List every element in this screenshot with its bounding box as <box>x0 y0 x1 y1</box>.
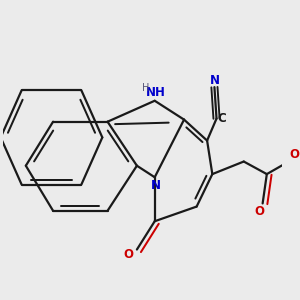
Text: H: H <box>142 83 149 94</box>
Text: O: O <box>289 148 299 161</box>
Text: O: O <box>254 205 264 218</box>
Text: NH: NH <box>146 86 166 99</box>
Text: N: N <box>151 179 161 192</box>
Text: N: N <box>209 74 219 87</box>
Text: C: C <box>218 112 226 125</box>
Text: O: O <box>124 248 134 262</box>
